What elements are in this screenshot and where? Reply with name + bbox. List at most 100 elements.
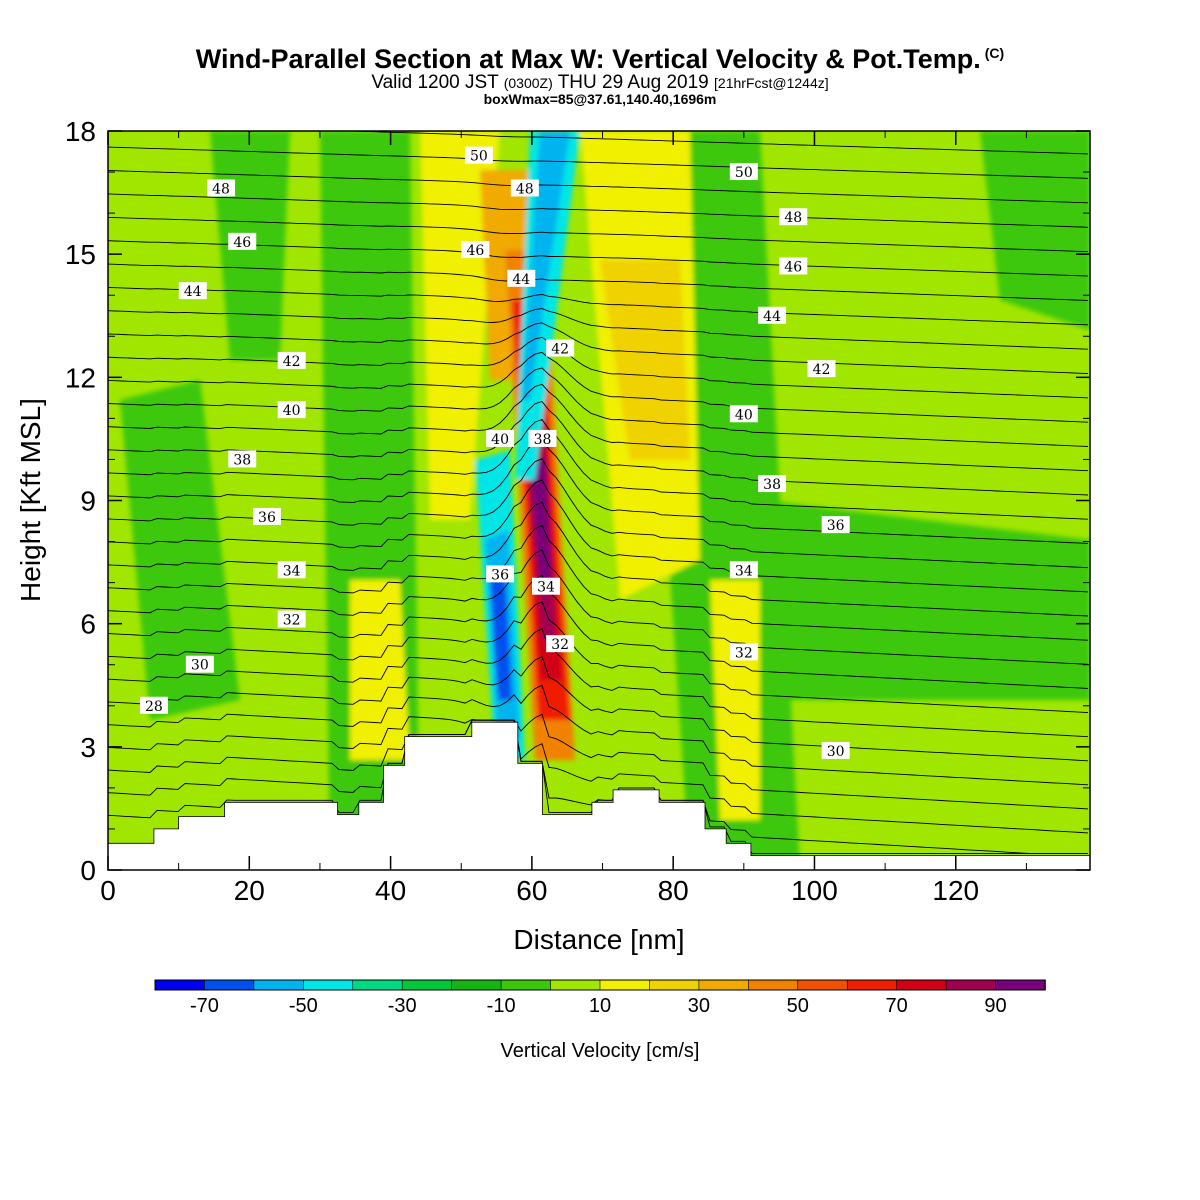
colorbar-tick-label: -50 (289, 995, 318, 1017)
theta-label-text: 48 (212, 181, 230, 197)
theta-label-text: 48 (516, 181, 534, 197)
theta-label-box (486, 429, 515, 447)
theta-label: 32 (277, 610, 306, 629)
vv-downdraft-blue (490, 570, 512, 700)
y-tick-label: 15 (65, 239, 96, 270)
theta-label: 36 (821, 516, 850, 534)
theta-label-box (178, 282, 207, 300)
vv-band-yellow-4 (710, 580, 760, 820)
theta-label-text: 38 (763, 477, 781, 493)
theta-contour-line (108, 367, 1089, 447)
theta-label-box (821, 516, 850, 534)
theta-label-box (546, 339, 575, 357)
theta-label-box (729, 405, 758, 423)
theta-label-box (532, 577, 561, 595)
y-tick-label: 12 (65, 362, 96, 393)
x-axis-label: Distance [nm] (513, 924, 684, 955)
theta-label: 48 (510, 179, 539, 197)
theta-label: 38 (758, 475, 787, 493)
theta-label-text: 30 (827, 744, 845, 760)
colorbar: -70 -50 -30 -10 10 30 50 70 90 (154, 979, 1046, 1017)
theta-label-text: 36 (258, 510, 276, 526)
y-axis-label: Height [Kft MSL] (15, 398, 46, 602)
theta-label-text: 46 (784, 259, 802, 275)
colorbar-swatch (303, 979, 354, 991)
y-tick-label: 6 (80, 609, 96, 640)
colorbar-swatch (797, 979, 849, 991)
theta-label-box (546, 635, 575, 653)
x-axis: 0 20 40 60 80 100 120 (100, 131, 1027, 906)
theta-label: 36 (252, 507, 281, 526)
theta-label-box (277, 401, 306, 419)
valid-time-line: Valid 1200 JST (0300Z) THU 29 Aug 2019 [… (0, 72, 1200, 94)
theta-contour-line (108, 170, 1089, 204)
theta-label: 50 (464, 146, 493, 165)
theta-label-box (758, 306, 787, 324)
theta-label-text: 44 (763, 309, 781, 325)
theta-label: 40 (486, 429, 515, 448)
vv-band-far-left-green (120, 380, 240, 720)
theta-label: 44 (507, 269, 536, 288)
theta-label-text: 44 (512, 272, 530, 288)
theta-label: 48 (779, 208, 808, 226)
theta-label-box (729, 163, 758, 181)
theta-label-box (461, 241, 490, 259)
colorbar-swatch (253, 979, 305, 991)
vv-downdraft-cyan (515, 131, 580, 480)
colorbar-swatch (896, 979, 947, 991)
theta-contour-line (108, 400, 1089, 496)
theta-contour-line (108, 628, 1089, 738)
theta-contour-line (108, 719, 1089, 834)
vv-downdraft-lightblue (522, 131, 570, 400)
terrain-mask (108, 721, 1090, 870)
theta-label-text: 50 (470, 149, 488, 165)
theta-label-box (277, 610, 306, 628)
forecast-info: [21hrFcst@1244z] (714, 75, 829, 91)
theta-label-box (510, 179, 539, 197)
theta-contour-line (108, 308, 1089, 350)
theta-label-text: 32 (283, 613, 301, 629)
valid-zulu: (0300Z) (503, 75, 553, 91)
theta-label: 42 (807, 360, 836, 378)
plot-area: 28 30 32 34 36 38 40 42 44 46 48 50 48 46 44 42 40 38 36 34… (108, 131, 1090, 870)
colorbar-tick-label: 90 (984, 995, 1006, 1017)
theta-contour-line (108, 216, 1089, 253)
theta-label-text: 36 (491, 567, 509, 583)
theta-contour-line (108, 418, 1089, 520)
theta-contour-line (108, 383, 1089, 472)
colorbar-tick-label: -30 (388, 995, 417, 1017)
colorbar-tick-label: 30 (688, 995, 710, 1017)
valid-prefix: Valid 1200 JST (371, 72, 499, 93)
theta-label-text: 42 (551, 342, 569, 358)
theta-label: 38 (228, 450, 257, 468)
theta-label-box (807, 360, 836, 378)
theta-contour-line (108, 263, 1089, 301)
colorbar-tick-label: 10 (589, 995, 611, 1017)
theta-label-text: 42 (283, 354, 301, 370)
theta-label-text: 28 (145, 699, 163, 715)
theta-contour-line (108, 479, 1089, 593)
theta-label-text: 32 (551, 637, 569, 653)
chart-title: Wind-Parallel Section at Max W: Vertical… (0, 44, 1200, 75)
theta-label: 34 (277, 561, 306, 579)
theta-label-text: 36 (827, 518, 845, 534)
theta-label-box (139, 696, 168, 714)
chart-title-text: Wind-Parallel Section at Max W: Vertical… (195, 44, 981, 74)
theta-label-text: 42 (813, 362, 831, 378)
theta-label-box (821, 741, 850, 759)
colorbar-swatch (748, 979, 799, 991)
theta-label-box (758, 475, 787, 493)
theta-label-text: 40 (491, 432, 509, 448)
theta-label: 42 (277, 351, 306, 370)
vv-band-lower-right-green (760, 500, 1090, 700)
contour-labels: 28 30 32 34 36 38 40 42 44 46 48 50 48 46 44 42 40 38 36 34… (139, 146, 850, 760)
theta-label-text: 34 (537, 580, 555, 596)
colorbar-swatch (451, 979, 502, 991)
theta-label: 30 (821, 741, 850, 760)
theta-label-text: 38 (233, 452, 251, 468)
theta-label: 30 (185, 655, 214, 674)
colorbar-tick-label: -70 (190, 995, 219, 1017)
colorbar-swatch (995, 979, 1046, 991)
theta-label-text: 38 (534, 432, 552, 448)
theta-contour-line (108, 549, 1089, 665)
